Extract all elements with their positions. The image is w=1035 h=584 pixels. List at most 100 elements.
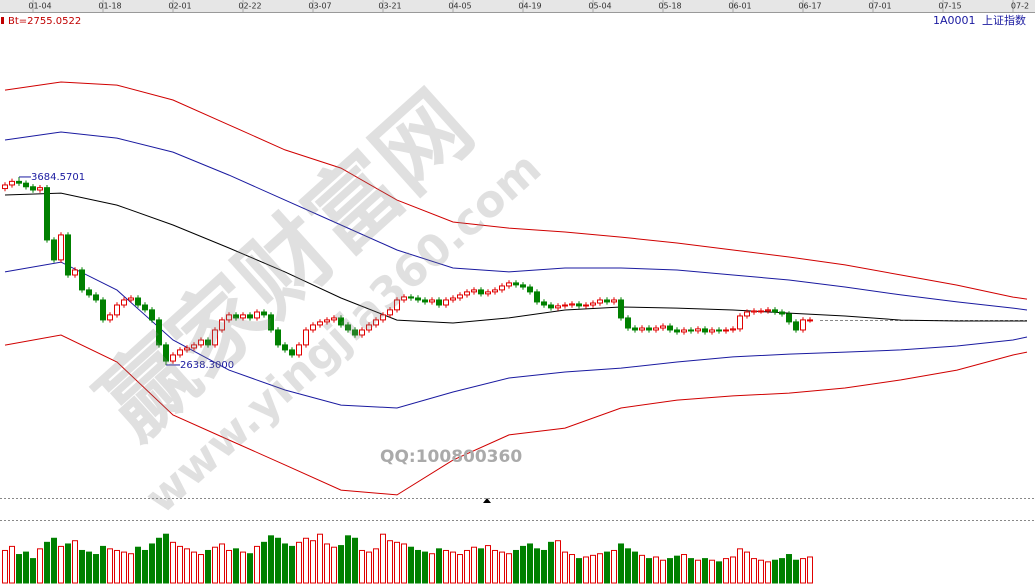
volume-bar xyxy=(471,546,477,584)
volume-bar xyxy=(93,554,99,584)
x-tick-label: 03-07 xyxy=(308,2,331,11)
candle-body xyxy=(128,297,134,301)
date-strip xyxy=(0,0,1035,12)
volume-bar xyxy=(485,545,491,584)
candle-body xyxy=(142,304,148,311)
volume-bar xyxy=(205,549,211,584)
volume-bar xyxy=(16,554,22,584)
volume-bar xyxy=(317,533,323,584)
volume-bar xyxy=(611,549,617,584)
volume-bar xyxy=(219,543,225,584)
volume-bar xyxy=(359,549,365,584)
candle-body xyxy=(233,314,239,319)
candle-body xyxy=(366,324,372,331)
candle-body xyxy=(548,304,554,309)
volume-bar xyxy=(569,554,575,584)
band-line xyxy=(4,334,1028,496)
volume-bar xyxy=(51,537,57,584)
marker xyxy=(483,498,491,503)
x-tick-label: 04-19 xyxy=(518,2,541,11)
candle-body xyxy=(800,319,806,331)
volume-bar xyxy=(233,548,239,584)
volume-bar xyxy=(695,559,701,584)
volume-bar xyxy=(226,549,232,584)
volume-bar xyxy=(366,551,372,584)
x-tick-label: 06-01 xyxy=(728,2,751,11)
candle-body xyxy=(429,299,435,303)
volume-bar xyxy=(422,551,428,584)
x-tick-label: 01-04 xyxy=(28,2,51,11)
candle-body xyxy=(611,299,617,303)
low-label: 2638.3000 xyxy=(180,360,234,371)
candle-body xyxy=(254,311,260,319)
candle-body xyxy=(86,289,92,296)
candle-body xyxy=(709,329,715,333)
volume-bar xyxy=(163,533,169,584)
candle-body xyxy=(499,285,505,291)
volume-bar xyxy=(100,545,106,584)
volume-bar xyxy=(240,551,246,584)
x-tick-label: 04-05 xyxy=(448,2,471,11)
volume-bar xyxy=(373,548,379,584)
watermark-qq: QQ:100800360 xyxy=(380,447,522,467)
candle-body xyxy=(9,180,15,186)
candle-body xyxy=(408,296,414,299)
volume-bar xyxy=(506,553,512,584)
candle-body xyxy=(51,239,57,261)
volume-bar xyxy=(380,533,386,584)
candle-body xyxy=(191,344,197,349)
candle-body xyxy=(65,234,71,276)
x-tick-label: 05-04 xyxy=(588,2,611,11)
volume-bar xyxy=(345,535,351,584)
volume-bar xyxy=(534,548,540,584)
candle-body xyxy=(702,328,708,333)
volume-bar xyxy=(72,540,78,584)
high-label: 3684.5701 xyxy=(31,172,85,183)
volume-bar xyxy=(212,546,218,584)
volume-bar xyxy=(436,548,442,584)
x-tick-label: 07-2 xyxy=(1011,2,1029,11)
x-tick-label: 01-18 xyxy=(98,2,121,11)
code-label: 1A0001 xyxy=(933,14,976,27)
volume-bar xyxy=(457,554,463,584)
volume-bar xyxy=(247,553,253,584)
volume-bar xyxy=(128,553,134,584)
candle-body xyxy=(275,329,281,346)
candle-body xyxy=(282,344,288,351)
volume-bar xyxy=(415,549,421,584)
candle-body xyxy=(16,180,22,184)
volume-bar xyxy=(429,553,435,584)
candle-body xyxy=(779,311,785,315)
volume-bar xyxy=(254,545,260,584)
volume-bar xyxy=(408,546,414,584)
candle-body xyxy=(422,299,428,303)
volume-bar xyxy=(576,558,582,584)
indicator-swatch xyxy=(1,17,4,24)
volume-bar xyxy=(646,558,652,584)
candle-body xyxy=(156,319,162,346)
x-tick-label: 03-21 xyxy=(378,2,401,11)
candle-body xyxy=(793,321,799,331)
volume-bar xyxy=(541,549,547,584)
volume-bar xyxy=(86,551,92,584)
candle-body xyxy=(345,324,351,331)
volume-bar xyxy=(590,554,596,584)
volume-bar xyxy=(779,558,785,584)
candle-body xyxy=(401,296,407,301)
volume-bar xyxy=(478,548,484,584)
candle-body xyxy=(632,327,638,331)
candle-body xyxy=(506,282,512,287)
volume-bar xyxy=(331,546,337,584)
candle-body xyxy=(219,319,225,331)
candle-body xyxy=(450,297,456,301)
candle-body xyxy=(583,304,589,307)
candle-body xyxy=(681,329,687,333)
candle-body xyxy=(373,319,379,326)
candle-body xyxy=(303,329,309,346)
candle-body xyxy=(478,289,484,295)
band-line xyxy=(4,131,1028,311)
volume-bar xyxy=(394,541,400,584)
volume-bar xyxy=(688,558,694,584)
